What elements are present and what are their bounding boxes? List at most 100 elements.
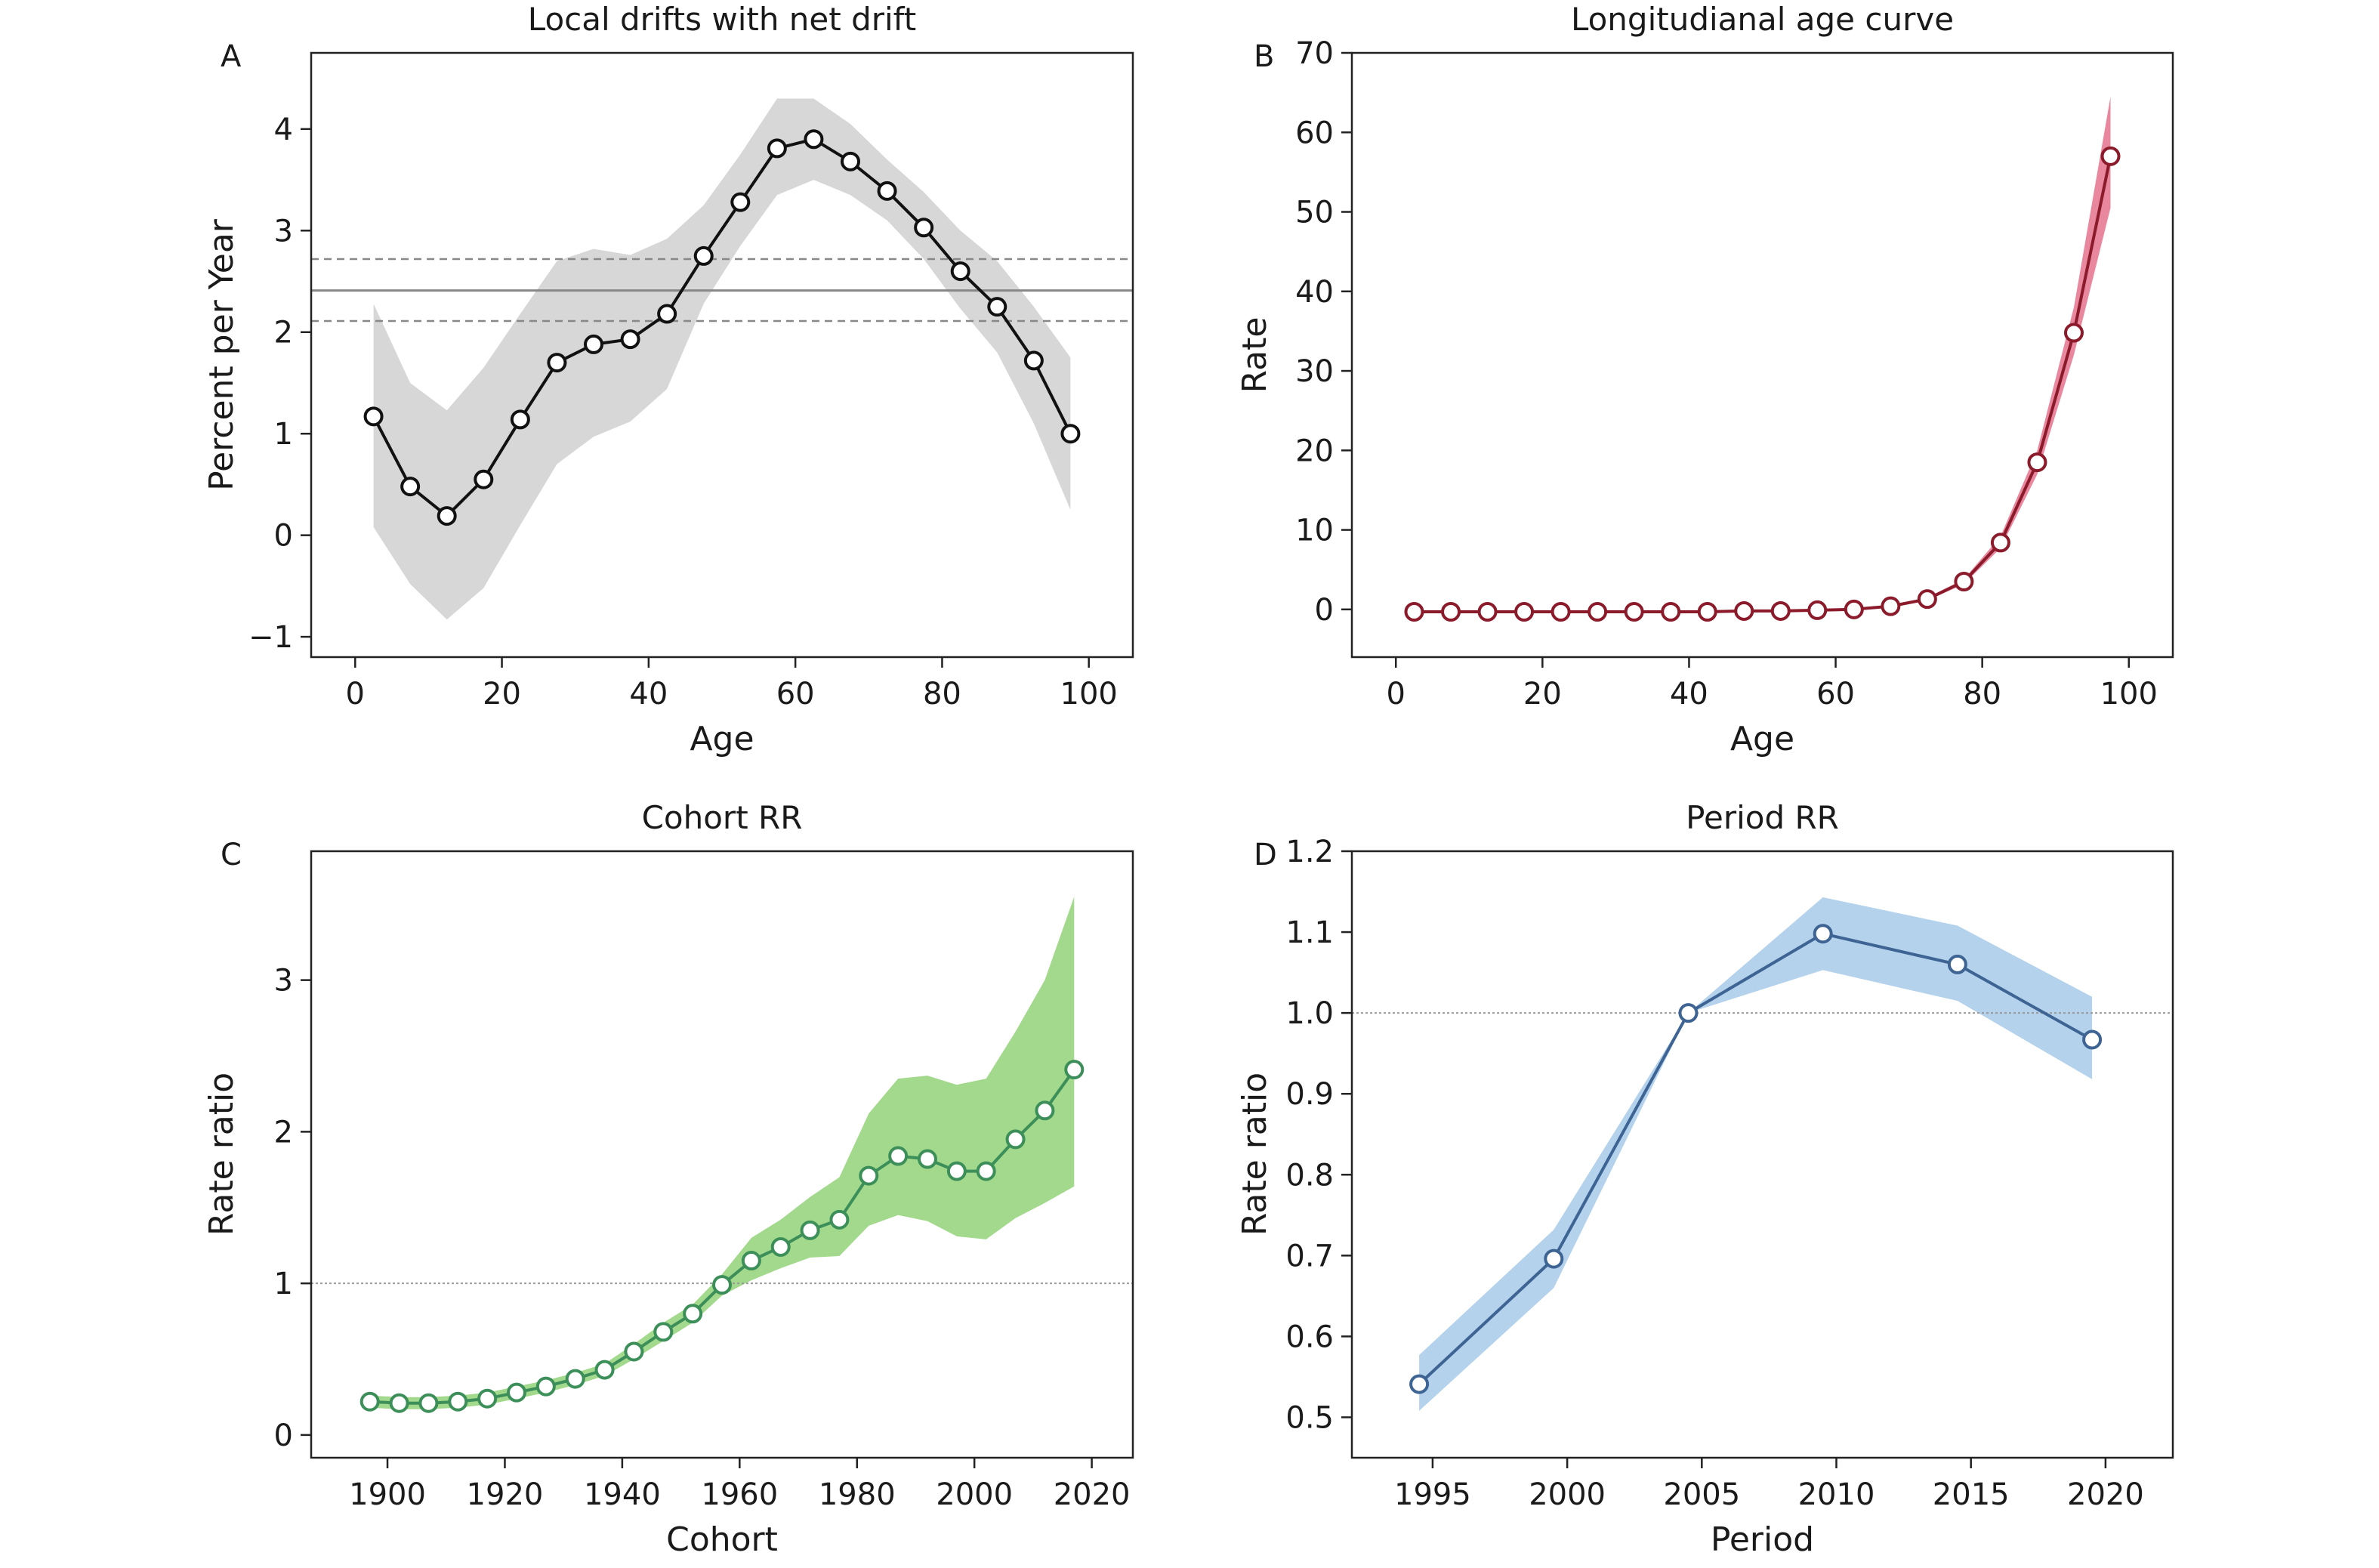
y-tick-label-b: 30 (1295, 354, 1334, 389)
chart-title-a: Local drifts with net drift (528, 1, 916, 38)
x-tick-label-c: 1980 (819, 1477, 896, 1512)
confidence-band-a (373, 98, 1071, 620)
data-point-c (683, 1304, 703, 1324)
panel-letter-d: D (1254, 838, 1277, 872)
y-tick-label-d: 0.7 (1285, 1239, 1334, 1273)
plot-area-d (1352, 897, 2173, 1411)
x-tick-label-c: 1920 (467, 1477, 544, 1512)
panel-d: 1995 2000 2005 2010 2015 2020 0.5 0.6 0.7 0.8 0.9 1… (1236, 799, 2174, 1559)
data-point-c (888, 1146, 909, 1166)
x-tick-label-b: 40 (1670, 677, 1708, 711)
data-point-b (1990, 532, 2010, 553)
y-tick-label-d: 0.6 (1285, 1320, 1334, 1354)
data-point-a (510, 409, 530, 430)
data-point-c (535, 1376, 556, 1397)
y-axis-label-b: Rate (1236, 317, 1274, 394)
y-tick-label-b: 40 (1295, 275, 1334, 310)
data-point-b (2100, 146, 2121, 166)
data-point-a (657, 304, 677, 324)
x-tick-label-d: 2015 (1933, 1477, 2010, 1512)
y-tick-label-a: 1 (274, 417, 293, 452)
data-point-b (1917, 589, 1937, 610)
data-point-a (730, 192, 751, 212)
x-axis-label-b: Age (1730, 720, 1794, 758)
data-point-d (1678, 1003, 1699, 1023)
y-tick-label-b: 70 (1295, 36, 1334, 71)
y-tick-label-b: 60 (1295, 116, 1334, 150)
y-tick-label-d: 1.0 (1285, 996, 1334, 1031)
data-point-b (1477, 602, 1498, 622)
data-point-d (1409, 1374, 1430, 1394)
data-point-c (418, 1393, 439, 1413)
axes-frame-c (310, 850, 1134, 1459)
x-tick-label-a: 0 (346, 677, 365, 711)
y-tick-label-b: 10 (1295, 514, 1334, 548)
axes-frame-b (1350, 51, 2174, 659)
y-axis-label-a: Percent per Year (202, 218, 241, 491)
data-point-c (946, 1161, 967, 1181)
data-point-c (1005, 1129, 1026, 1150)
x-tick-label-b: 100 (2100, 677, 2158, 711)
x-tick-label-b: 0 (1387, 677, 1405, 711)
x-tick-label-c: 1960 (701, 1477, 778, 1512)
data-point-b (2027, 452, 2047, 473)
x-tick-label-b: 20 (1523, 677, 1562, 711)
data-point-c (565, 1369, 585, 1389)
y-tick-label-a: 2 (274, 316, 293, 350)
data-point-c (359, 1391, 380, 1412)
axes-frame-a (310, 51, 1134, 659)
data-point-a (841, 151, 860, 171)
data-point-b (1881, 596, 1901, 616)
plot-area-c (311, 897, 1133, 1409)
x-axis-label-d: Period (1711, 1520, 1814, 1559)
data-point-a (437, 506, 457, 526)
data-point-a (950, 261, 970, 282)
data-point-a (914, 218, 934, 238)
data-point-a (987, 297, 1007, 317)
panel-b: 0 20 40 60 80 100 0 10 20 30 40 50 60 70 Longitudianal… (1236, 1, 2174, 758)
panel-letter-a: A (221, 39, 242, 74)
series-line-d (1418, 932, 2094, 1386)
x-tick-label-d: 2020 (2067, 1477, 2144, 1512)
data-point-a (620, 329, 640, 350)
data-point-b (1404, 602, 1424, 622)
data-point-b (1770, 600, 1791, 621)
y-tick-label-d: 0.5 (1285, 1400, 1334, 1435)
panel-letter-c: C (221, 838, 242, 872)
panel-letter-b: B (1254, 39, 1274, 74)
data-point-b (1697, 602, 1717, 622)
y-tick-label-b: 0 (1315, 593, 1334, 628)
data-point-c (624, 1341, 644, 1362)
data-point-a (1060, 424, 1081, 444)
x-tick-label-a: 60 (776, 677, 815, 711)
plot-area-a (311, 98, 1133, 620)
data-point-b (1844, 599, 1864, 619)
x-axis-label-a: Age (690, 720, 754, 758)
x-tick-label-c: 1940 (584, 1477, 661, 1512)
chart-title-d: Period RR (1686, 799, 1839, 836)
data-point-c (976, 1161, 996, 1181)
data-point-b (1734, 600, 1754, 621)
chart-title-b: Longitudianal age curve (1571, 1, 1954, 38)
data-point-b (1588, 602, 1608, 622)
y-tick-label-a: 0 (274, 519, 293, 554)
y-tick-label-c: 2 (274, 1115, 293, 1150)
data-point-c (1064, 1060, 1085, 1080)
data-point-c (829, 1209, 850, 1230)
data-point-d (2082, 1029, 2103, 1050)
x-tick-label-c: 2020 (1054, 1477, 1131, 1512)
x-tick-label-d: 2010 (1798, 1477, 1875, 1512)
y-tick-label-d: 0.8 (1285, 1158, 1334, 1193)
data-point-c (859, 1165, 879, 1186)
y-tick-label-c: 1 (274, 1267, 293, 1301)
data-point-b (1807, 600, 1828, 620)
chart-title-c: Cohort RR (642, 799, 803, 836)
data-point-c (712, 1275, 732, 1295)
y-tick-label-b: 20 (1295, 434, 1334, 468)
data-point-b (1441, 602, 1461, 622)
data-point-c (507, 1382, 526, 1403)
data-point-b (1661, 602, 1681, 622)
x-tick-label-b: 80 (1963, 677, 2001, 711)
axes-frame-d (1350, 850, 2174, 1459)
